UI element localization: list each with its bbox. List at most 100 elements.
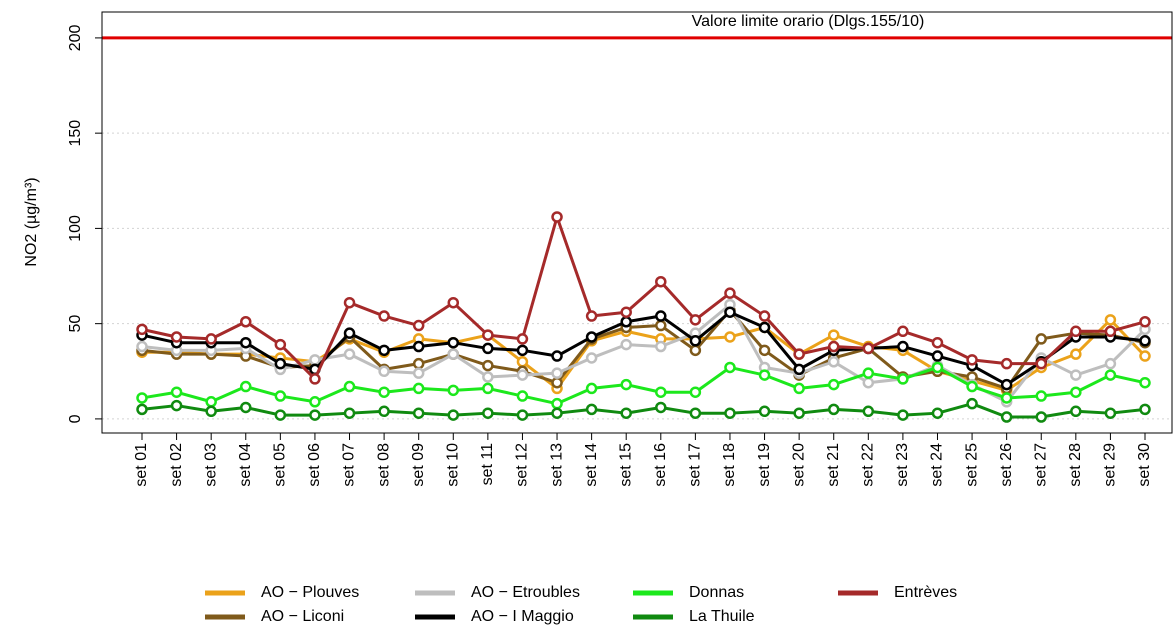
x-tick-label: set 18: [721, 443, 738, 487]
data-point: [827, 403, 840, 416]
data-point: [136, 392, 148, 404]
data-point: [482, 342, 494, 355]
data-point: [689, 407, 702, 419]
data-point: [274, 338, 287, 351]
x-tick-label: set 21: [825, 443, 842, 487]
data-point: [585, 310, 598, 322]
data-point: [309, 409, 321, 421]
data-point: [931, 350, 944, 362]
data-point: [897, 340, 909, 353]
x-tick-label: set 15: [617, 443, 634, 487]
legend-label: Donnas: [689, 584, 744, 601]
data-point: [412, 367, 425, 379]
data-point: [758, 310, 771, 322]
data-point: [1139, 315, 1151, 328]
data-point: [482, 371, 494, 383]
x-tick-label: set 09: [410, 443, 427, 487]
data-point: [758, 321, 771, 334]
data-point: [274, 357, 287, 370]
legend-item: AO − Liconi: [205, 608, 344, 625]
x-tick-label: set 06: [306, 443, 323, 487]
data-point: [897, 409, 909, 421]
x-tick-label: set 08: [375, 443, 392, 487]
data-point: [412, 340, 425, 353]
data-point: [378, 405, 390, 418]
data-point: [966, 380, 978, 393]
data-point: [309, 354, 321, 366]
data-point: [689, 386, 702, 398]
data-point: [620, 378, 632, 391]
data-point: [136, 323, 148, 336]
limit-label: Valore limite orario (Dlgs.155/10): [692, 13, 925, 30]
legend-label: La Thuile: [689, 608, 755, 625]
data-point: [1035, 390, 1047, 402]
data-point: [1000, 357, 1013, 370]
data-point: [793, 382, 805, 395]
x-tick-label: set 30: [1136, 443, 1153, 487]
data-point: [1139, 376, 1151, 389]
x-tick-label: set 26: [998, 443, 1015, 487]
y-tick-label: 0: [67, 414, 84, 423]
legend-item: La Thuile: [633, 608, 755, 625]
data-point: [585, 403, 598, 416]
data-point: [655, 386, 667, 398]
data-point: [655, 275, 667, 288]
legend-item: AO − Etroubles: [415, 584, 580, 601]
x-tick-label: set 11: [479, 443, 496, 486]
data-point: [309, 396, 321, 408]
x-tick-label: set 22: [860, 443, 877, 487]
data-point: [931, 336, 944, 349]
data-point: [966, 354, 978, 366]
data-point: [516, 344, 529, 357]
x-tick-label: set 10: [444, 443, 461, 487]
data-point: [585, 331, 598, 343]
data-point: [862, 376, 875, 389]
x-tick-label: set 13: [548, 443, 565, 487]
legend-label: AO − Etroubles: [471, 584, 580, 601]
data-point: [724, 407, 736, 419]
legend-label: AO − Liconi: [261, 608, 344, 625]
data-point: [1035, 357, 1047, 370]
data-point: [862, 367, 875, 379]
data-point: [343, 327, 356, 339]
y-tick-label: 200: [67, 24, 84, 51]
data-point: [1070, 369, 1082, 381]
data-point: [136, 340, 148, 353]
legend-label: Entrèves: [894, 584, 957, 601]
data-point: [827, 340, 840, 353]
data-point: [482, 329, 494, 341]
data-point: [240, 380, 252, 393]
data-point: [240, 336, 252, 349]
data-point: [1070, 325, 1082, 338]
x-tick-label: set 14: [583, 443, 600, 487]
data-point: [897, 373, 909, 385]
data-point: [1104, 314, 1117, 326]
x-tick-label: set 01: [133, 443, 150, 487]
x-tick-label: set 29: [1102, 443, 1119, 487]
legend-item: Donnas: [633, 584, 744, 601]
data-point: [585, 352, 598, 364]
data-point: [966, 397, 978, 410]
data-point: [343, 348, 356, 360]
data-point: [447, 348, 460, 360]
data-point: [378, 365, 390, 378]
data-point: [482, 359, 494, 372]
x-tick-label: set 27: [1032, 443, 1049, 487]
data-point: [931, 407, 944, 419]
x-tick-label: set 04: [237, 443, 254, 487]
data-point: [412, 382, 425, 395]
y-tick-label: 100: [67, 215, 84, 242]
data-point: [482, 407, 494, 419]
data-point: [793, 407, 805, 419]
data-point: [170, 399, 183, 412]
series-line: [141, 402, 1146, 419]
data-point: [516, 390, 529, 402]
data-point: [724, 287, 736, 299]
series-line: [141, 365, 1146, 406]
legend-item: AO − I Maggio: [415, 608, 574, 625]
data-point: [447, 409, 460, 421]
data-point: [862, 405, 875, 418]
data-point: [136, 403, 148, 416]
data-point: [516, 333, 529, 345]
x-tick-label: set 28: [1067, 443, 1084, 487]
